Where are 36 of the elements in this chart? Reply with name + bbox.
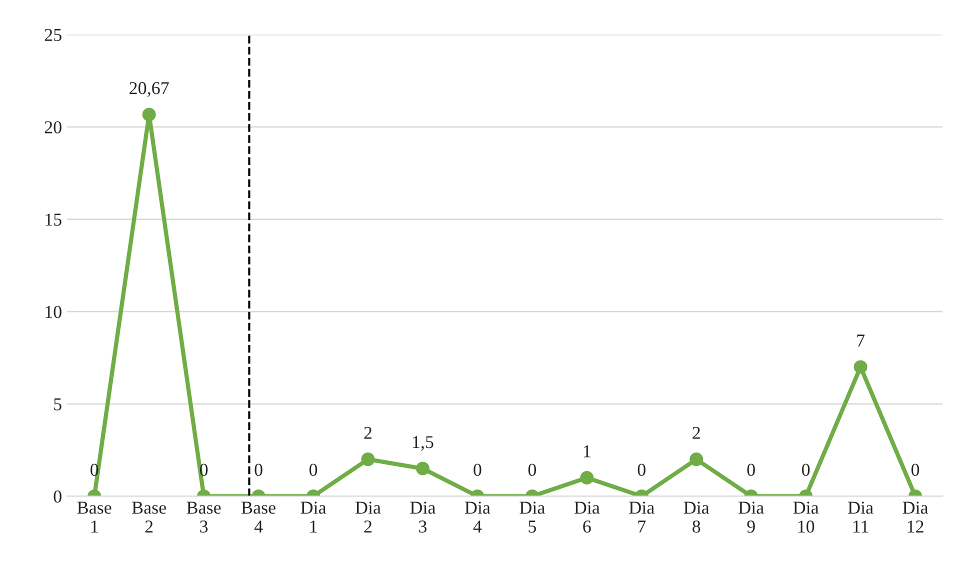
x-tick-label: Dia 9 [738, 502, 764, 533]
data-label: 0 [254, 464, 262, 476]
data-label: 1,5 [413, 436, 434, 451]
x-tick-label: Dia 3 [410, 502, 436, 533]
x-tick-label: Dia 12 [902, 502, 928, 532]
data-label: 0 [802, 464, 810, 476]
data-label: 7 [857, 334, 865, 346]
data-label: 2 [692, 426, 700, 439]
x-tick-label: Base 4 [242, 502, 276, 532]
x-tick-label: Base 3 [186, 502, 221, 533]
y-tick-label: 0 [54, 490, 62, 503]
x-tick-label: Base 2 [132, 502, 166, 532]
data-label: 0 [911, 464, 920, 476]
data-label: 2 [364, 426, 372, 439]
x-tick-label: Dia 7 [629, 502, 654, 532]
x-tick-label: Dia 10 [793, 502, 819, 533]
x-tick-label: Base 1 [77, 502, 112, 532]
x-tick-label: Dia 1 [300, 502, 326, 532]
x-tick-label: Dia 5 [520, 502, 545, 533]
y-tick-label: 10 [46, 306, 62, 318]
x-tick-label: Dia 11 [848, 502, 874, 532]
data-label: 20,67 [130, 82, 169, 97]
data-label: 0 [638, 464, 646, 476]
data-label: 1 [584, 445, 590, 458]
x-tick-label: Dia 4 [464, 502, 490, 532]
data-label: 0 [474, 464, 482, 476]
y-tick-label: 20 [44, 121, 62, 134]
data-label: 0 [309, 464, 318, 476]
x-tick-label: Dia 8 [684, 502, 710, 533]
x-tick-label: Dia 2 [355, 502, 381, 532]
y-tick-label: 15 [46, 214, 62, 226]
data-label: 0 [747, 464, 755, 476]
y-tick-label: 25 [44, 28, 62, 42]
x-tick-label: Dia 6 [574, 502, 600, 533]
data-label: 0 [528, 464, 536, 476]
y-tick-label: 5 [54, 398, 62, 410]
